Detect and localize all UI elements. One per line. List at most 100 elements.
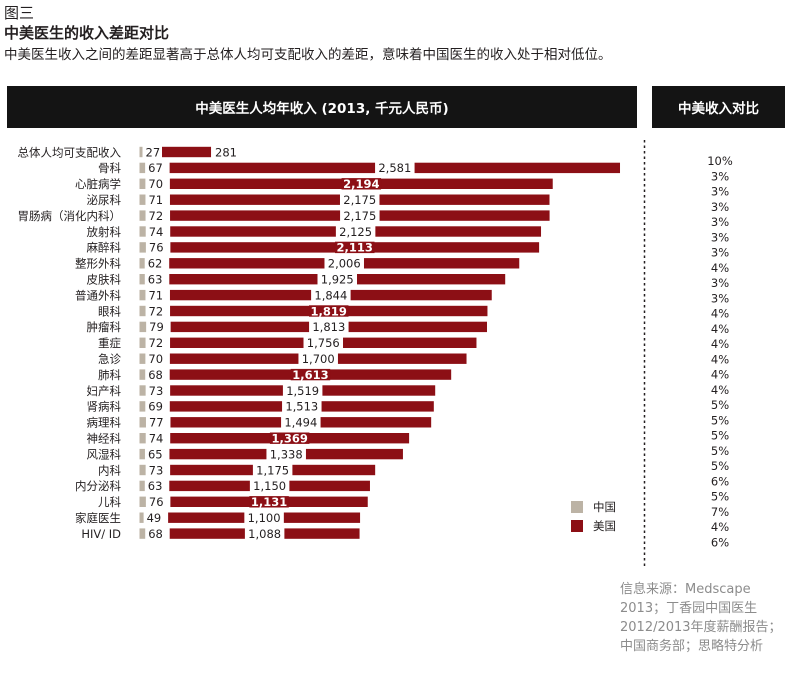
us-value-label: 2,175 [343, 193, 376, 207]
china-bar [139, 528, 146, 539]
category-label: 泌尿科 [87, 193, 122, 207]
us-value-label: 1,175 [256, 463, 289, 477]
us-value-label: 1,925 [321, 273, 354, 287]
us-value-label: 2,006 [328, 257, 361, 271]
ratio-value: 5% [711, 490, 729, 504]
china-bar [139, 274, 145, 285]
category-label: 眼科 [98, 304, 121, 318]
category-label: 肺科 [98, 368, 121, 382]
category-label: 重症 [98, 336, 121, 350]
chart-header-text: 中美医生人均年收入 (2013, 千元人民币) [195, 101, 449, 117]
category-label: 病理科 [87, 416, 122, 430]
us-value-label: 1,700 [302, 352, 335, 366]
china-bar [139, 401, 146, 412]
china-bar [139, 385, 146, 396]
china-value-label: 63 [148, 273, 163, 287]
ratio-value: 6% [711, 535, 729, 549]
ratio-value: 6% [711, 474, 729, 488]
us-value-label-bg [340, 209, 380, 222]
ratio-value: 10% [707, 154, 733, 168]
us-value-label: 1,613 [292, 368, 328, 382]
china-value-label: 72 [149, 209, 164, 223]
us-value-label: 1,150 [253, 479, 286, 493]
ratio-value: 5% [711, 429, 729, 443]
china-bar [139, 242, 146, 253]
us-value-label: 1,369 [271, 432, 307, 446]
ratio-value: 3% [711, 185, 729, 199]
china-value-label: 74 [149, 432, 164, 446]
us-value-label-bg [341, 178, 382, 190]
us-value-label-bg [282, 400, 322, 413]
china-bar [139, 480, 145, 492]
us-value-label: 281 [215, 145, 237, 159]
china-value-label: 65 [148, 447, 163, 461]
ratio-value: 5% [711, 459, 729, 473]
china-bar [139, 194, 146, 205]
china-value-label: 70 [148, 177, 163, 191]
ratio-value: 3% [711, 169, 729, 183]
china-value-label: 27 [146, 145, 161, 159]
us-value-label-bg [324, 257, 364, 269]
china-bar [139, 289, 146, 301]
china-bar [139, 448, 145, 460]
us-value-label: 1,844 [314, 288, 347, 302]
ratio-value: 5% [711, 398, 729, 412]
china-value-label: 63 [148, 479, 163, 493]
china-value-label: 49 [147, 511, 162, 525]
legend-china-swatch [571, 501, 583, 513]
us-value-label: 1,088 [248, 527, 281, 541]
category-label: 总体人均可支配收入 [18, 145, 122, 159]
china-value-label: 62 [148, 257, 163, 271]
us-value-label-bg [249, 496, 289, 508]
us-value-label-bg [309, 321, 349, 333]
ratio-value: 3% [711, 230, 729, 244]
us-value-label-bg [335, 225, 376, 238]
china-value-label: 73 [149, 384, 164, 398]
category-label: 心脏病学 [75, 177, 121, 191]
us-value-label: 1,338 [270, 447, 303, 461]
china-bar [139, 226, 146, 237]
china-value-label: 68 [148, 527, 163, 541]
us-value-label: 1,813 [312, 320, 345, 334]
category-label: 内分泌科 [75, 479, 121, 493]
china-bar [139, 464, 146, 476]
china-bar [139, 512, 144, 523]
ratio-value: 4% [711, 383, 729, 397]
chart-header: 中美医生人均年收入 (2013, 千元人民币) [7, 86, 637, 128]
china-bar [139, 321, 147, 333]
ratio-value: 3% [711, 291, 729, 305]
category-label: HIV/ ID [81, 527, 121, 541]
category-label: 妇产科 [87, 384, 122, 398]
us-value-label-bg [266, 448, 306, 460]
ratio-value: 4% [711, 261, 729, 275]
us-value-label: 2,125 [339, 225, 372, 239]
category-label: 家庭医生 [75, 511, 121, 525]
us-value-label: 1,819 [311, 304, 347, 318]
figure-title: 中美医生的收入差距对比 [4, 24, 170, 42]
ratio-value: 3% [711, 215, 729, 229]
category-label: 骨科 [98, 161, 121, 175]
ratio-value: 5% [711, 413, 729, 427]
china-bar [139, 162, 146, 174]
category-label: 肾病科 [87, 400, 122, 414]
china-value-label: 70 [148, 352, 163, 366]
us-value-label: 2,194 [343, 177, 379, 191]
china-bar [139, 417, 146, 428]
ratio-value: 4% [711, 352, 729, 366]
ratio-value: 7% [711, 505, 729, 519]
figure-label: 图三 [4, 4, 35, 22]
china-value-label: 68 [148, 368, 163, 382]
us-value-label-bg [298, 353, 338, 365]
us-bar [162, 146, 212, 158]
us-value-label-bg [309, 305, 349, 317]
china-value-label: 79 [149, 320, 164, 334]
china-bar [139, 433, 146, 444]
ratio-value: 4% [711, 337, 729, 351]
ratio-header-text: 中美收入对比 [678, 101, 759, 117]
us-value-label-bg [281, 416, 321, 428]
china-value-label: 71 [148, 193, 163, 207]
legend-us-label: 美国 [593, 519, 616, 533]
us-value-label: 1,513 [285, 400, 318, 414]
us-value-label-bg [334, 241, 375, 254]
